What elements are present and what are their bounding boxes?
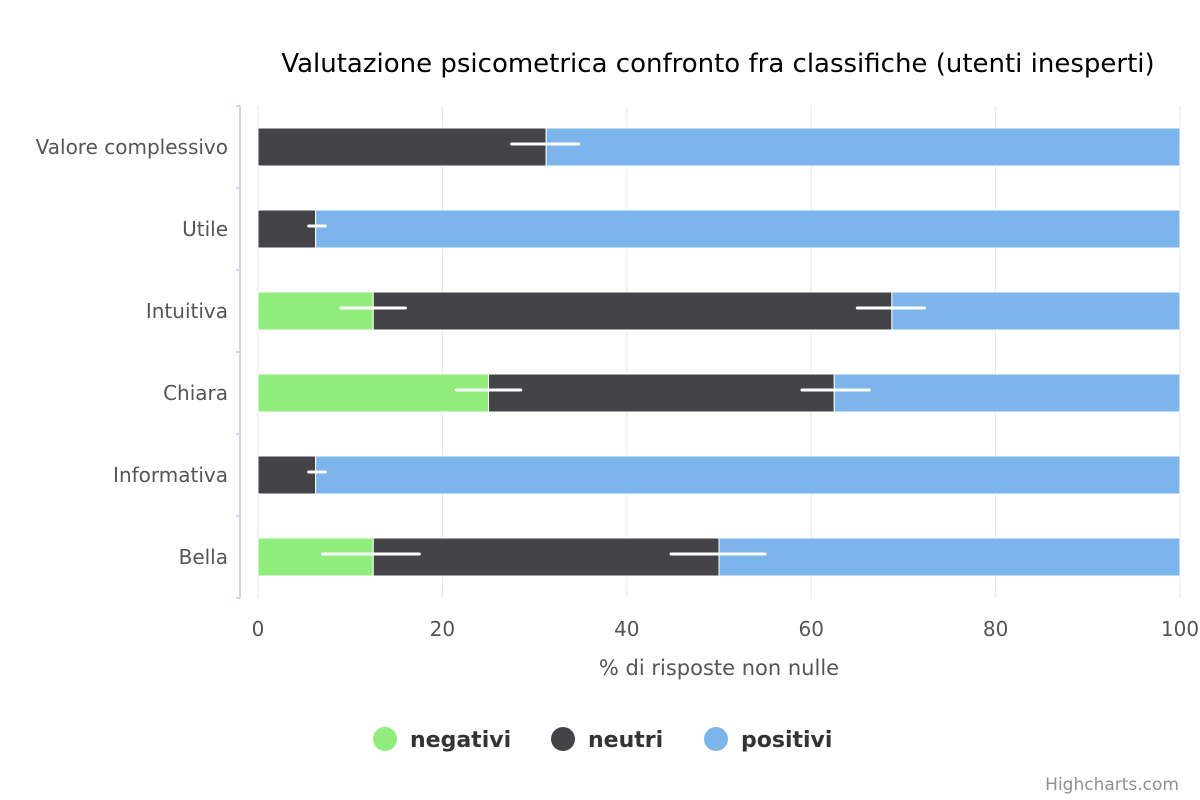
bar-neutri[interactable] [488,373,835,413]
legend-symbol-neutri[interactable] [551,727,575,751]
bar-negativi[interactable] [257,537,374,577]
legend-label-negativi[interactable]: negativi [410,728,511,753]
x-tick-label: 0 [252,617,265,641]
error-bars [307,142,927,556]
category-label: Chiara [163,381,228,405]
category-label: Intuitiva [146,299,228,323]
legend-symbol-positivi[interactable] [704,727,728,751]
legend-symbol-negativi[interactable] [373,727,397,751]
bar-positivi[interactable] [315,209,1181,249]
x-tick-label: 80 [983,617,1008,641]
bar-positivi[interactable] [718,537,1181,577]
x-tick-label: 100 [1161,617,1199,641]
bar-negativi[interactable] [257,373,489,413]
category-label: Valore complessivo [36,135,228,159]
legend-label-positivi[interactable]: positivi [741,728,832,753]
x-tick-label: 20 [430,617,455,641]
legend-label-neutri[interactable]: neutri [588,728,663,753]
bar-neutri[interactable] [372,291,893,331]
bar-neutri[interactable] [257,455,317,495]
x-tick-label: 40 [614,617,639,641]
bar-positivi[interactable] [891,291,1181,331]
bar-negativi[interactable] [257,291,374,331]
axes: 0 20 40 60 80 100 Valore complessivo Utile Intui… [36,105,1199,641]
bar-neutri[interactable] [257,209,317,249]
category-label: Bella [179,545,228,569]
x-axis-title: % di risposte non nulle [599,656,839,680]
chart-title: Valutazione psicometrica confronto fra c… [281,49,1154,79]
credits-link[interactable]: Highcharts.com [1045,775,1179,795]
legend: negativi neutri positivi [373,727,832,753]
category-label: Utile [182,217,228,241]
bar-positivi[interactable] [315,455,1181,495]
bars [257,127,1181,577]
bar-neutri[interactable] [372,537,720,577]
bar-neutri[interactable] [257,127,547,167]
grid-lines [257,106,1181,598]
category-label: Informativa [113,463,228,487]
bar-positivi[interactable] [833,373,1181,413]
bar-positivi[interactable] [545,127,1181,167]
x-tick-label: 60 [798,617,823,641]
